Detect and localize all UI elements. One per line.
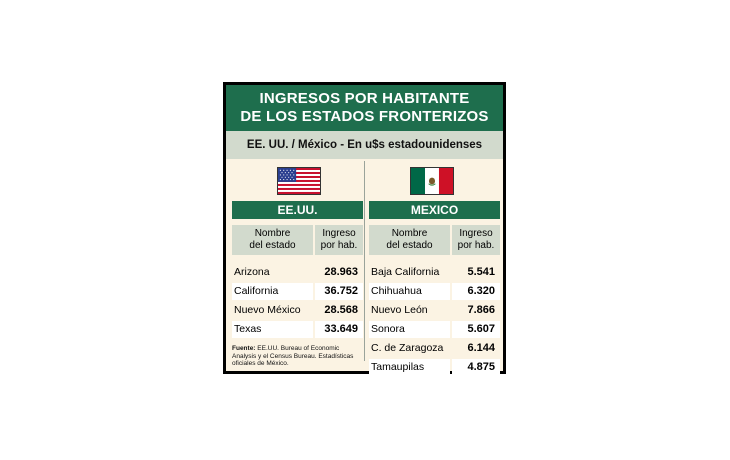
title-line-2: DE LOS ESTADOS FRONTERIZOS	[240, 108, 489, 125]
name-header-line-1: Nombre	[254, 228, 291, 239]
state-income: 28.568	[324, 304, 358, 316]
state-income: 5.541	[467, 266, 495, 278]
table-row: Tamaupilas 4.875	[369, 359, 500, 376]
table-row: California 36.752	[232, 283, 363, 300]
mexico-value-column-header: Ingreso por hab.	[452, 225, 500, 255]
table-row: Chihuahua 6.320	[369, 283, 500, 300]
us-value-column-header: Ingreso por hab.	[315, 225, 363, 255]
us-country-label: EE.UU.	[232, 201, 363, 219]
state-name: Tamaupilas	[369, 359, 450, 376]
state-name: Baja California	[371, 266, 440, 278]
us-table-header: Nombre del estado Ingreso por hab.	[232, 225, 363, 255]
state-income: 6.320	[452, 283, 500, 300]
title-line-1: INGRESOS POR HABITANTE	[259, 90, 470, 107]
table-row: C. de Zaragoza 6.144	[369, 340, 500, 357]
state-income: 5.607	[452, 321, 500, 338]
state-income: 6.144	[467, 342, 495, 354]
table-row: Texas 33.649	[232, 321, 363, 338]
mexico-flag-icon	[410, 167, 454, 195]
table-row: Nuevo León 7.866	[369, 302, 500, 319]
state-income: 36.752	[315, 283, 363, 300]
source-text: EE.UU. Bureau of Economic Analysis y el …	[232, 345, 354, 367]
value-header-line-2: por hab.	[457, 240, 495, 251]
infographic-title: INGRESOS POR HABITANTE DE LOS ESTADOS FR…	[226, 85, 503, 131]
source-label: Fuente:	[232, 345, 256, 352]
state-name: C. de Zaragoza	[371, 342, 444, 354]
state-income: 7.866	[467, 304, 495, 316]
table-row: Nuevo México 28.568	[232, 302, 363, 319]
value-header-line-2: por hab.	[320, 240, 358, 251]
us-name-column-header: Nombre del estado	[232, 225, 313, 255]
table-row: Sonora 5.607	[369, 321, 500, 338]
infographic-subtitle: EE. UU. / México - En u$s estadounidense…	[226, 131, 503, 159]
state-name: Sonora	[369, 321, 450, 338]
table-row: Arizona 28.963	[232, 264, 363, 281]
name-header-line-2: del estado	[386, 240, 433, 251]
name-header-line-2: del estado	[249, 240, 296, 251]
infographic-card: INGRESOS POR HABITANTE DE LOS ESTADOS FR…	[223, 82, 506, 376]
state-name: Nuevo México	[234, 304, 301, 316]
state-name: Nuevo León	[371, 304, 428, 316]
state-name: Arizona	[234, 266, 270, 278]
state-name: California	[232, 283, 313, 300]
name-header-line-1: Nombre	[391, 228, 428, 239]
mexico-country-label: MEXICO	[369, 201, 500, 219]
mexico-name-column-header: Nombre del estado	[369, 225, 450, 255]
state-income: 4.875	[452, 359, 500, 376]
state-name: Chihuahua	[369, 283, 450, 300]
value-header-line-1: Ingreso	[322, 228, 356, 239]
table-row: Baja California 5.541	[369, 264, 500, 281]
source-note: Fuente: EE.UU. Bureau of Economic Analys…	[232, 345, 357, 368]
state-name: Texas	[232, 321, 313, 338]
infographic-body: INGRESOS POR HABITANTE DE LOS ESTADOS FR…	[226, 85, 503, 376]
column-divider	[364, 161, 365, 361]
state-income: 28.963	[324, 266, 358, 278]
value-header-line-1: Ingreso	[459, 228, 493, 239]
mexico-table-header: Nombre del estado Ingreso por hab.	[369, 225, 500, 255]
us-flag-icon	[277, 167, 321, 195]
state-income: 33.649	[315, 321, 363, 338]
